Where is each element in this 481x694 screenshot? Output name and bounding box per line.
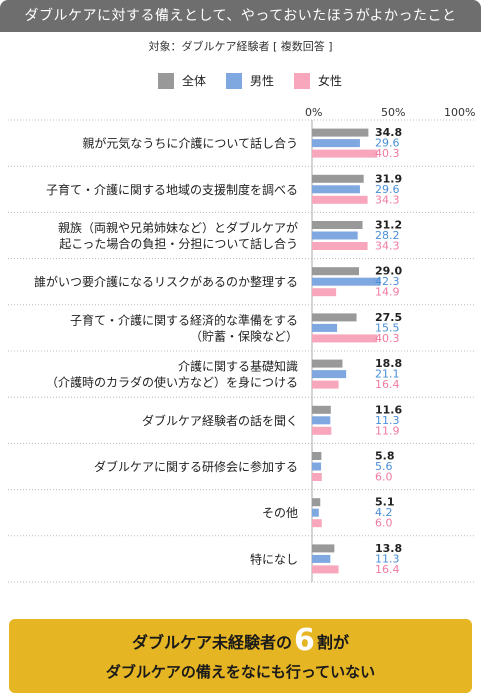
x-tick-label-100: 100% <box>444 106 476 119</box>
bar-male <box>312 185 360 194</box>
value-label-male: 42.3 <box>375 275 400 288</box>
value-label-all: 31.2 <box>375 219 402 232</box>
value-label-all: 27.5 <box>375 311 402 324</box>
value-label-male: 15.5 <box>375 321 400 334</box>
legend-swatch-all <box>158 72 174 89</box>
bar-male <box>312 462 322 471</box>
legend-label-male: 男性 <box>250 74 275 88</box>
value-label-female: 34.3 <box>375 193 400 206</box>
bar-female <box>312 334 378 343</box>
category-label: 親族（両親や兄弟姉妹など）とダブルケアが起こった場合の負担・分担について話し合う <box>58 220 298 251</box>
value-label-male: 29.6 <box>375 137 400 150</box>
value-label-female: 6.0 <box>375 471 393 484</box>
bar-male <box>312 323 338 332</box>
category-label: ダブルケア経験者の話を聞く <box>142 413 298 428</box>
chart-title: ダブルケアに対する備えとして、やっておいたほうがよかったこと <box>0 0 481 32</box>
callout-big-number: 6 <box>294 623 315 658</box>
value-label-all: 18.8 <box>375 357 402 370</box>
bar-female <box>312 473 322 481</box>
bar-all <box>312 544 335 553</box>
category-label: 誰がいつ要介護になるリスクがあるのか整理する <box>34 274 298 289</box>
bar-female <box>312 242 368 250</box>
callout-line1-post: が <box>332 633 349 652</box>
callout-line1: ダブルケア未経験者の6 割が <box>9 624 472 660</box>
category-label: 子育て・介護に関する地域の支援制度を調べる <box>46 182 298 197</box>
bar-all <box>312 313 357 322</box>
category-label: 子育て・介護に関する経済的な準備をする（貯蓄・保険など） <box>70 312 298 343</box>
bar-female <box>312 195 368 204</box>
category-label: 親が元気なうちに介護について話し合う <box>82 136 298 151</box>
value-label-all: 5.8 <box>375 450 395 463</box>
bar-all <box>312 267 359 276</box>
value-label-male: 21.1 <box>375 368 400 381</box>
value-label-all: 13.8 <box>375 542 402 555</box>
bar-female <box>312 519 322 528</box>
bar-female <box>312 149 378 158</box>
value-label-all: 31.9 <box>375 172 402 185</box>
callout-box: ダブルケア未経験者の6 割が ダブルケアの備えをなにも行っていない <box>9 619 472 693</box>
value-label-female: 40.3 <box>375 332 400 345</box>
bar-all <box>312 128 369 137</box>
bar-all <box>312 498 321 507</box>
bar-female <box>312 565 339 574</box>
category-label: ダブルケアに関する研修会に参加する <box>94 459 298 474</box>
value-label-all: 29.0 <box>375 265 402 278</box>
legend-label-female: 女性 <box>318 74 343 88</box>
callout-unit: 割 <box>316 633 333 652</box>
bar-male <box>312 231 358 240</box>
legend: 全体 男性 女性 <box>0 72 481 92</box>
value-label-female: 16.4 <box>375 378 400 391</box>
bar-female <box>312 380 339 389</box>
callout-line2: ダブルケアの備えをなにも行っていない <box>105 663 376 681</box>
value-label-female: 14.9 <box>375 286 400 299</box>
bar-male <box>312 508 319 517</box>
bar-female <box>312 426 332 435</box>
value-label-all: 11.6 <box>375 403 402 416</box>
value-label-male: 29.6 <box>375 183 400 196</box>
value-label-all: 5.1 <box>375 496 395 509</box>
value-label-male: 11.3 <box>375 414 400 427</box>
x-tick-label-0: 0% <box>305 106 323 119</box>
bar-female <box>312 288 337 297</box>
value-label-male: 5.6 <box>375 460 393 473</box>
bar-all <box>312 405 331 414</box>
bar-all <box>312 174 364 183</box>
value-label-male: 4.2 <box>375 506 393 519</box>
legend-item-female: 女性 <box>294 72 342 89</box>
bar-all <box>312 221 363 229</box>
legend-swatch-female <box>294 72 310 89</box>
bar-all <box>312 359 343 368</box>
bar-male <box>312 277 381 286</box>
category-label: 介護に関する基礎知識（介護時のカラダの使い方など）を身につける <box>46 359 298 390</box>
x-tick-label-50: 50% <box>381 106 406 119</box>
legend-swatch-male <box>226 72 242 89</box>
bar-male <box>312 416 331 425</box>
bar-male <box>312 139 360 148</box>
value-label-female: 34.3 <box>375 240 400 253</box>
category-label: その他 <box>262 506 298 520</box>
value-label-all: 34.8 <box>375 126 402 139</box>
legend-label-all: 全体 <box>182 74 207 88</box>
bar-all <box>312 452 322 460</box>
bar-chart: 親が元気なうちに介護について話し合う34.829.640.3子育て・介護に関する… <box>8 119 474 583</box>
category-label: 特になし <box>250 551 298 566</box>
chart-subtitle: 対象：ダブルケア経験者 [ 複数回答 ] <box>148 40 333 53</box>
value-label-female: 6.0 <box>375 517 393 530</box>
legend-item-all: 全体 <box>158 72 206 89</box>
value-label-male: 11.3 <box>375 552 400 565</box>
value-label-female: 11.9 <box>375 424 400 437</box>
callout-line1-pre: ダブルケア未経験者の <box>132 633 293 652</box>
value-label-female: 40.3 <box>375 147 400 160</box>
value-label-male: 28.2 <box>375 229 400 242</box>
bar-male <box>312 370 347 379</box>
bar-male <box>312 554 331 563</box>
value-label-female: 16.4 <box>375 563 400 576</box>
legend-item-male: 男性 <box>226 72 274 89</box>
